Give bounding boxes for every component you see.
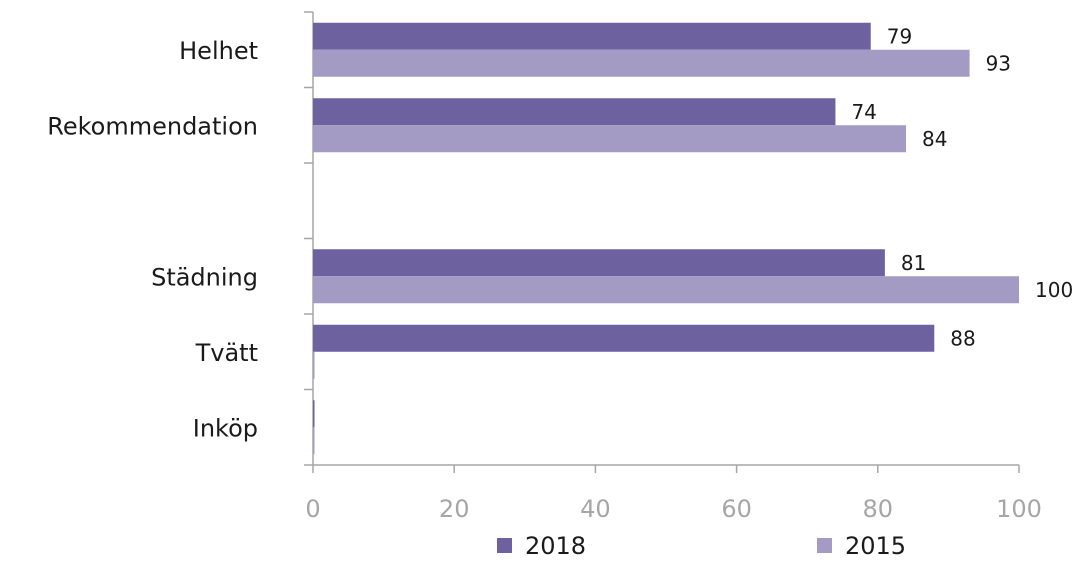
chart-axes bbox=[304, 11, 1020, 473]
x-tick-label: 80 bbox=[863, 495, 894, 523]
bar-2015 bbox=[313, 276, 1019, 304]
x-tick-label: 100 bbox=[996, 495, 1042, 523]
x-tick-label: 0 bbox=[305, 495, 320, 523]
legend-label: 2015 bbox=[845, 532, 906, 560]
data-label: 88 bbox=[950, 326, 975, 350]
category-label: Inköp bbox=[193, 414, 258, 442]
legend-swatch-2018 bbox=[497, 538, 512, 553]
bar-2018 bbox=[313, 98, 836, 126]
bar-2015 bbox=[313, 351, 315, 379]
x-tick-label: 60 bbox=[721, 495, 752, 523]
bar-2015 bbox=[313, 49, 970, 77]
x-tick-label: 40 bbox=[580, 495, 611, 523]
bar-2015 bbox=[313, 427, 315, 455]
data-label: 100 bbox=[1035, 278, 1073, 302]
category-label: Rekommendation bbox=[47, 112, 258, 140]
data-label: 81 bbox=[901, 251, 926, 275]
bar-2018 bbox=[313, 400, 315, 428]
category-label: Städning bbox=[151, 263, 258, 291]
data-label: 79 bbox=[887, 24, 912, 48]
legend-label: 2018 bbox=[525, 532, 586, 560]
x-tick-label: 20 bbox=[439, 495, 470, 523]
bar-2018 bbox=[313, 324, 935, 352]
data-label: 84 bbox=[922, 127, 947, 151]
bar-2018 bbox=[313, 249, 885, 277]
data-label: 74 bbox=[851, 100, 876, 124]
bar-2018 bbox=[313, 22, 871, 50]
chart-labels: 0 20 40 60 80 100 Helhet Rekommendation Städning… bbox=[47, 24, 1073, 523]
chart-bars bbox=[313, 22, 1019, 455]
category-label: Tvätt bbox=[195, 339, 258, 367]
data-label: 93 bbox=[986, 51, 1011, 75]
legend-swatch-2015 bbox=[817, 538, 832, 553]
chart-legend: 2018 2015 bbox=[497, 532, 906, 560]
bar-2015 bbox=[313, 125, 907, 153]
category-label: Helhet bbox=[179, 37, 258, 65]
